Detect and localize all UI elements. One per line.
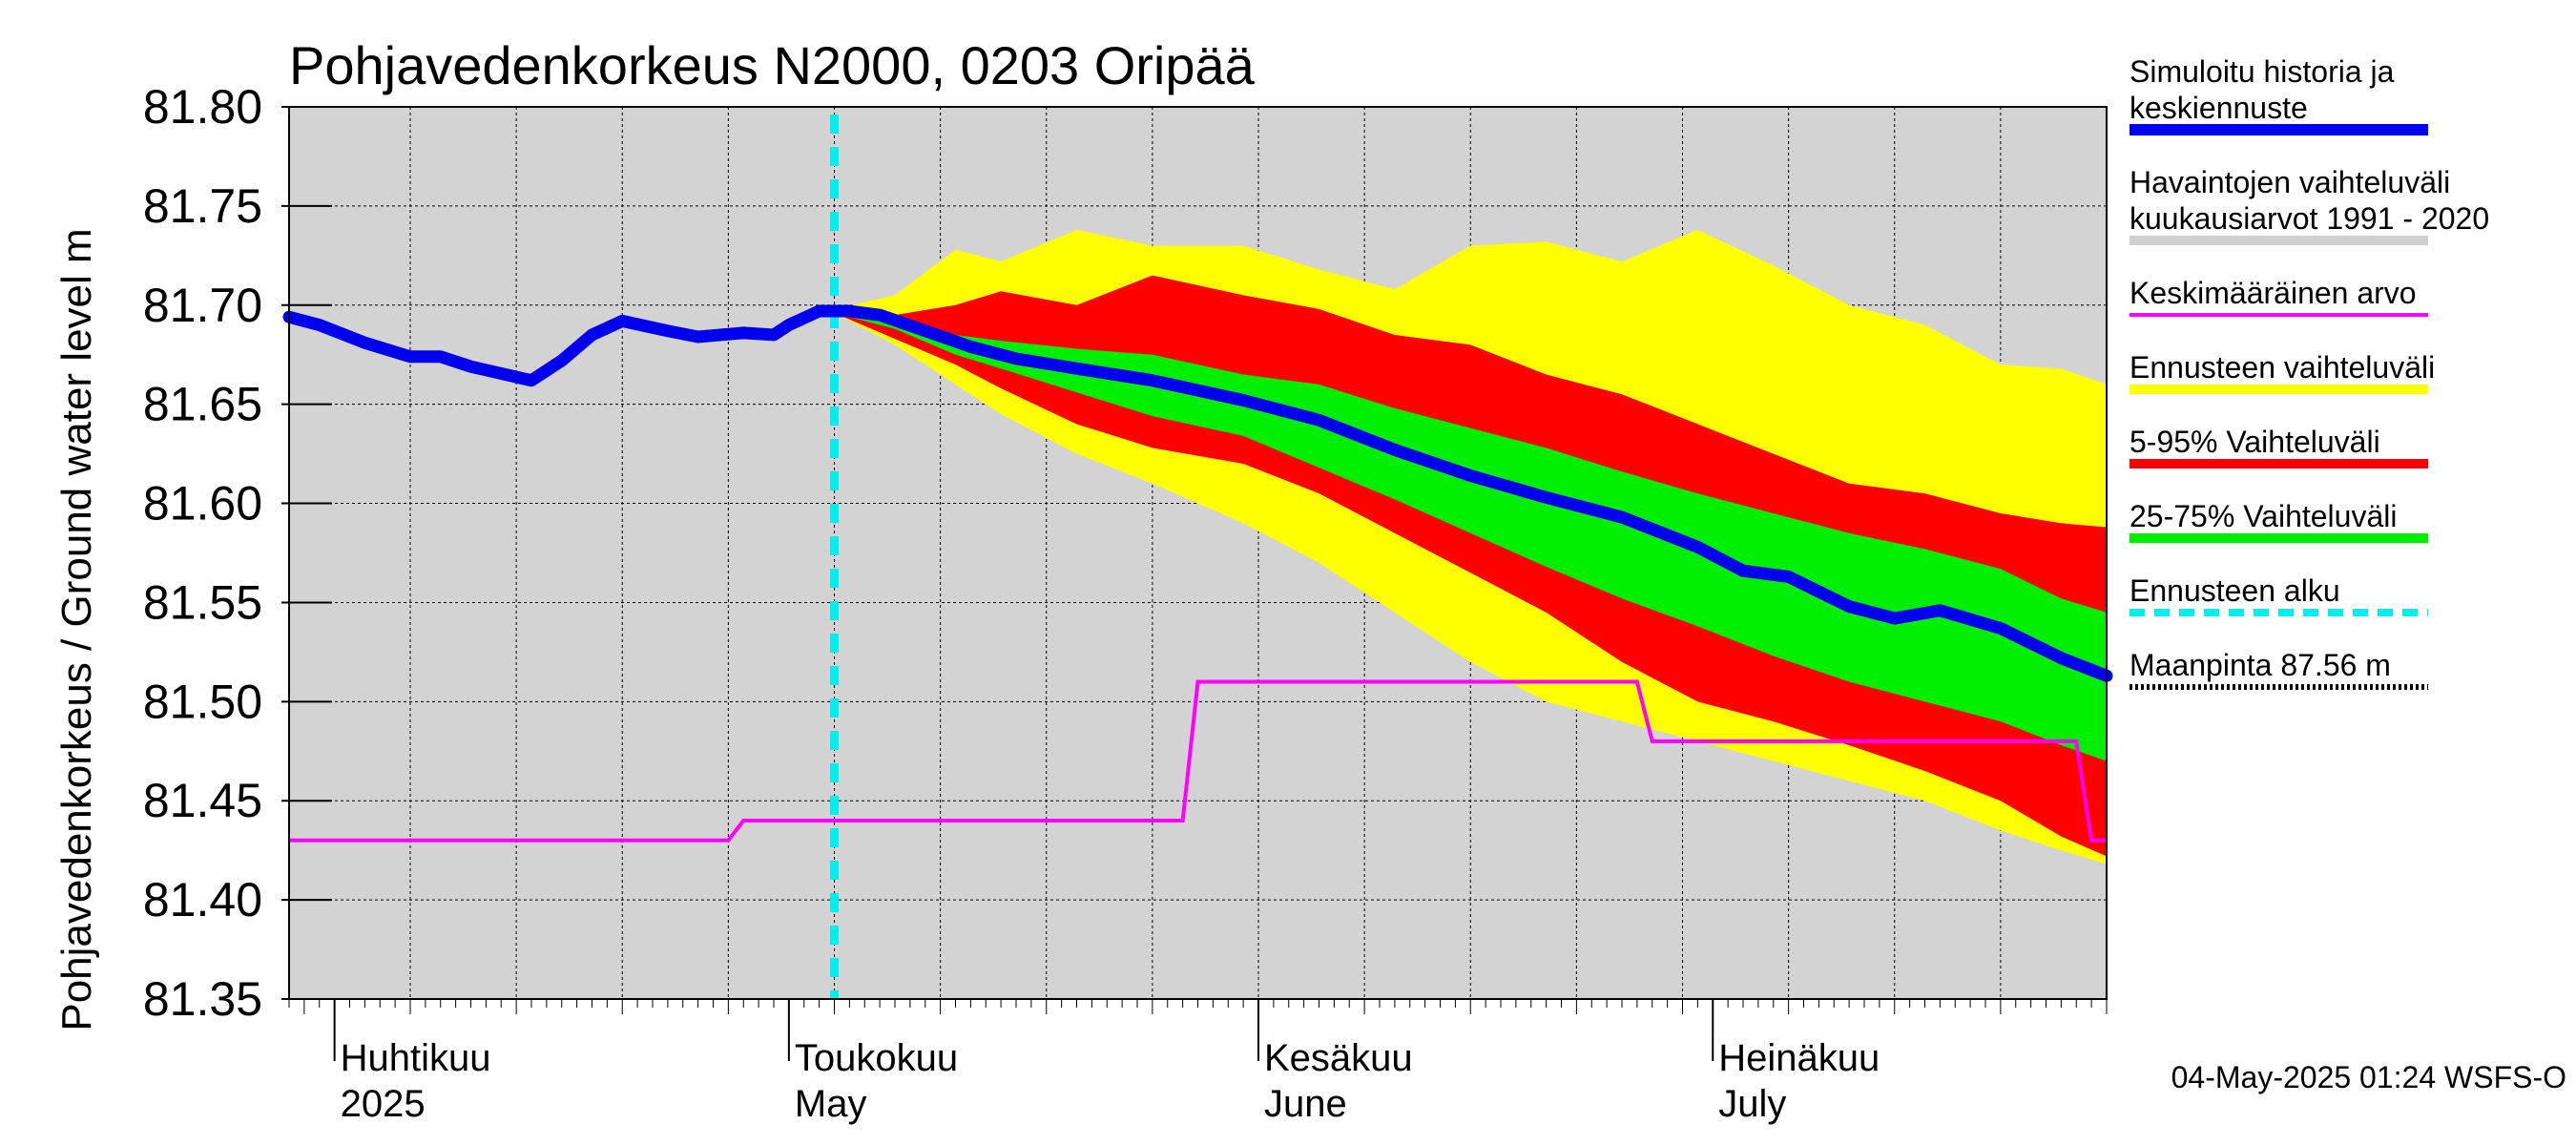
y-tick-label: 81.80: [143, 80, 262, 134]
month-label: Huhtikuu: [341, 1037, 491, 1079]
mean-value-line: [289, 679, 2107, 843]
legend-label: keskiennuste: [2129, 91, 2308, 125]
y-axis: 81.80 81.75 81.70 81.65 81.60 81.55 81.50 81.45…: [143, 80, 332, 1026]
legend-label: Keskimääräinen arvo: [2129, 276, 2417, 310]
month-label: Kesäkuu: [1264, 1037, 1413, 1079]
band-5-95: [834, 275, 2107, 857]
y-tick-label: 81.50: [143, 675, 262, 728]
y-tick-label: 81.65: [143, 378, 262, 431]
y-tick-label: 81.55: [143, 575, 262, 629]
month-label-english: June: [1264, 1083, 1347, 1125]
legend-label: Ennusteen vaihteluväli: [2129, 350, 2435, 385]
month-label: Toukokuu: [795, 1037, 958, 1079]
y-tick-label: 81.75: [143, 179, 262, 233]
y-axis-label: Pohjavedenkorkeus / Ground water level m: [53, 228, 100, 1030]
month-label-english: May: [795, 1083, 867, 1125]
band-25-75: [834, 311, 2107, 761]
y-tick-label: 81.40: [143, 873, 262, 926]
month-label-english: July: [1718, 1083, 1786, 1125]
y-tick-label: 81.35: [143, 972, 262, 1026]
month-label-english: 2025: [341, 1083, 426, 1125]
legend-label: Ennusteen alku: [2129, 573, 2340, 608]
legend-label: Havaintojen vaihteluväli: [2129, 165, 2450, 199]
legend-label: Maanpinta 87.56 m: [2129, 648, 2391, 682]
legend-label: Simuloitu historia ja: [2129, 54, 2395, 89]
month-label: Heinäkuu: [1718, 1037, 1880, 1079]
y-tick-label: 81.70: [143, 279, 262, 332]
legend-label: kuukausiarvot 1991 - 2020: [2129, 201, 2489, 236]
y-tick-label: 81.60: [143, 477, 262, 531]
simulated-history-line: [282, 304, 2113, 682]
footer-timestamp: 04-May-2025 01:24 WSFS-O: [2171, 1060, 2566, 1094]
y-tick-label: 81.45: [143, 774, 262, 827]
legend-label: 5-95% Vaihteluväli: [2129, 425, 2380, 459]
chart-title: Pohjavedenkorkeus N2000, 0203 Oripää: [289, 35, 1256, 95]
legend-label: 25-75% Vaihteluväli: [2129, 499, 2397, 533]
